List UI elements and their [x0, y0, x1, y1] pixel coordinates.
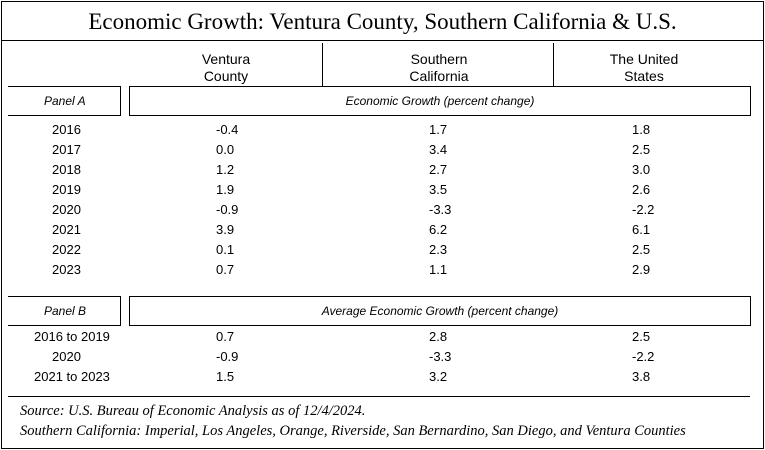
column-divider — [322, 43, 323, 86]
cell-us: 2.5 — [632, 242, 651, 257]
row-year: 2016 — [52, 122, 81, 137]
cell-us: 2.9 — [632, 262, 651, 277]
column-header-socal: Southern California — [349, 51, 529, 85]
cell-ventura: 1.9 — [216, 182, 235, 197]
cell-us: -2.2 — [632, 202, 655, 217]
cell-ventura: -0.9 — [216, 202, 239, 217]
column-header-us: The United States — [554, 51, 734, 85]
table-row: 2016 -0.4 1.7 1.8 — [2, 120, 763, 140]
cell-ventura: 0.0 — [216, 142, 235, 157]
cell-socal: 3.4 — [429, 142, 448, 157]
cell-ventura: 0.7 — [216, 262, 235, 277]
column-header-line: The United — [609, 51, 679, 67]
table-row: 2021 3.9 6.2 6.1 — [2, 220, 763, 240]
row-year: 2021 — [52, 222, 81, 237]
column-header-ventura: Ventura County — [136, 51, 316, 85]
column-header-line: States — [624, 68, 664, 84]
cell-socal: 1.7 — [429, 122, 448, 137]
table-row: 2022 0.1 2.3 2.5 — [2, 240, 763, 260]
row-year: 2022 — [52, 242, 81, 257]
cell-socal: -3.3 — [429, 202, 452, 217]
panel-a-caption: Economic Growth (percent change) — [129, 86, 751, 116]
panel-b-caption: Average Economic Growth (percent change) — [129, 296, 751, 326]
cell-socal: 3.5 — [429, 182, 448, 197]
table-row: 2021 to 2023 1.5 3.2 3.8 — [2, 367, 763, 387]
row-period: 2020 — [52, 349, 81, 364]
row-year: 2018 — [52, 162, 81, 177]
row-year: 2023 — [52, 262, 81, 277]
cell-ventura: -0.9 — [216, 349, 239, 364]
cell-ventura: 0.7 — [216, 329, 235, 344]
cell-us: 3.0 — [632, 162, 651, 177]
column-header-line: California — [409, 68, 469, 84]
cell-ventura: -0.4 — [216, 122, 239, 137]
panel-b-label: Panel B — [8, 296, 121, 326]
table-row: 2020 -0.9 -3.3 -2.2 — [2, 200, 763, 220]
table-row: 2023 0.7 1.1 2.9 — [2, 260, 763, 280]
column-header-line: County — [203, 68, 249, 84]
cell-socal: 6.2 — [429, 222, 448, 237]
table-row: 2020 -0.9 -3.3 -2.2 — [2, 347, 763, 367]
source-divider — [8, 396, 750, 397]
cell-us: 3.8 — [632, 369, 651, 384]
source-note: Source: U.S. Bureau of Economic Analysis… — [20, 403, 366, 419]
cell-us: 6.1 — [632, 222, 651, 237]
cell-socal: 2.7 — [429, 162, 448, 177]
column-header-line: Southern — [410, 51, 468, 67]
column-divider — [553, 43, 554, 86]
column-header-line: Ventura — [201, 51, 251, 67]
cell-socal: 2.3 — [429, 242, 448, 257]
row-year: 2017 — [52, 142, 81, 157]
region-note: Southern California: Imperial, Los Angel… — [20, 423, 686, 439]
table-row: 2017 0.0 3.4 2.5 — [2, 140, 763, 160]
cell-us: -2.2 — [632, 349, 655, 364]
cell-socal: 2.8 — [429, 329, 448, 344]
panel-a-label: Panel A — [8, 86, 121, 116]
table-row: 2018 1.2 2.7 3.0 — [2, 160, 763, 180]
row-year: 2019 — [52, 182, 81, 197]
cell-ventura: 3.9 — [216, 222, 235, 237]
row-period: 2021 to 2023 — [34, 369, 110, 384]
cell-ventura: 0.1 — [216, 242, 235, 257]
cell-socal: 3.2 — [429, 369, 448, 384]
cell-us: 2.5 — [632, 329, 651, 344]
table-row: 2016 to 2019 0.7 2.8 2.5 — [2, 327, 763, 347]
cell-ventura: 1.2 — [216, 162, 235, 177]
cell-us: 1.8 — [632, 122, 651, 137]
cell-socal: -3.3 — [429, 349, 452, 364]
cell-ventura: 1.5 — [216, 369, 235, 384]
table-row: 2019 1.9 3.5 2.6 — [2, 180, 763, 200]
row-period: 2016 to 2019 — [34, 329, 110, 344]
row-year: 2020 — [52, 202, 81, 217]
cell-us: 2.5 — [632, 142, 651, 157]
cell-socal: 1.1 — [429, 262, 448, 277]
table-title: Economic Growth: Ventura County, Souther… — [2, 2, 763, 41]
cell-us: 2.6 — [632, 182, 651, 197]
